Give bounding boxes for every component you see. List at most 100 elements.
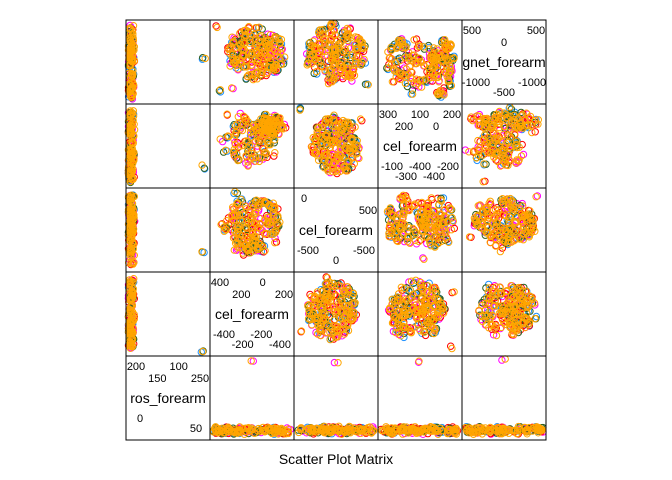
data-point (405, 62, 414, 71)
data-point (313, 128, 321, 136)
data-point (261, 122, 269, 130)
data-point (263, 138, 272, 146)
data-point (408, 75, 416, 83)
data-point (126, 36, 134, 44)
data-point (245, 141, 254, 150)
data-point (416, 58, 425, 66)
data-point (273, 121, 281, 129)
data-point (340, 71, 348, 79)
data-point (440, 49, 449, 57)
data-point (258, 144, 267, 153)
data-point (341, 72, 350, 81)
data-point (248, 61, 256, 69)
data-point (443, 62, 451, 70)
panel-2-0 (124, 191, 208, 269)
data-point (306, 50, 314, 59)
data-point (254, 133, 262, 141)
data-point (351, 40, 360, 49)
data-point (329, 63, 337, 71)
panel-3-3 (384, 276, 458, 353)
data-point (364, 81, 372, 89)
data-point (252, 24, 260, 32)
data-point (201, 54, 209, 63)
data-point (351, 58, 360, 66)
data-point (493, 157, 502, 166)
data-point (303, 61, 311, 69)
panel-0-2 (303, 19, 372, 89)
data-point (256, 137, 264, 145)
data-point (438, 90, 446, 98)
data-point (433, 45, 441, 53)
data-point (417, 83, 426, 91)
data-point (228, 33, 236, 41)
matrix-cells (124, 19, 547, 438)
data-point (276, 114, 284, 122)
data-point (244, 149, 253, 157)
data-point (402, 72, 410, 80)
data-point (408, 90, 417, 98)
data-point (229, 38, 238, 46)
data-point (448, 344, 456, 353)
data-point (266, 31, 275, 39)
data-point (264, 141, 272, 149)
data-point (399, 40, 407, 48)
data-point (519, 150, 528, 159)
data-point (249, 75, 257, 84)
data-point (262, 129, 270, 138)
data-point (312, 67, 321, 76)
data-point (219, 148, 228, 156)
data-point (127, 153, 136, 161)
data-point (356, 115, 365, 123)
data-point (127, 84, 136, 92)
data-point (242, 56, 251, 65)
data-point (245, 71, 253, 79)
data-point (429, 50, 437, 59)
data-point (310, 69, 318, 78)
data-point (358, 117, 366, 125)
data-point (222, 146, 230, 155)
data-point (395, 69, 404, 77)
panel-1-2 (296, 104, 366, 178)
data-point (213, 23, 221, 32)
panel-3-2 (297, 273, 360, 344)
data-point (446, 64, 455, 73)
data-point (341, 45, 349, 53)
data-point (260, 145, 268, 153)
data-point (126, 24, 135, 32)
data-point (334, 43, 342, 51)
panel-0-3 (383, 35, 458, 101)
data-point (416, 42, 424, 50)
data-point (328, 52, 336, 61)
data-point (339, 63, 348, 71)
data-point (315, 50, 323, 59)
data-point (327, 68, 336, 76)
data-point (311, 56, 319, 64)
data-point (398, 36, 406, 44)
panel-2-1 (217, 187, 284, 259)
panel-1-1 (216, 109, 290, 170)
data-point (346, 44, 355, 52)
data-point (429, 56, 438, 64)
data-point (240, 27, 248, 35)
data-point (127, 148, 136, 156)
data-point (339, 36, 347, 44)
data-point (231, 131, 239, 140)
data-point (450, 54, 458, 63)
data-point (271, 47, 279, 55)
data-point (317, 62, 325, 71)
data-point (354, 145, 363, 153)
data-point (412, 75, 420, 83)
data-point (126, 129, 134, 137)
data-point (253, 145, 261, 153)
data-point (342, 49, 351, 57)
panel-0-0 (124, 21, 209, 103)
data-point (127, 108, 136, 117)
data-point (396, 56, 404, 65)
data-point (447, 81, 456, 90)
data-point (443, 39, 451, 48)
data-point (316, 26, 324, 34)
data-point (305, 39, 314, 47)
data-point (216, 135, 224, 143)
data-point (250, 30, 258, 39)
data-point (430, 61, 439, 69)
